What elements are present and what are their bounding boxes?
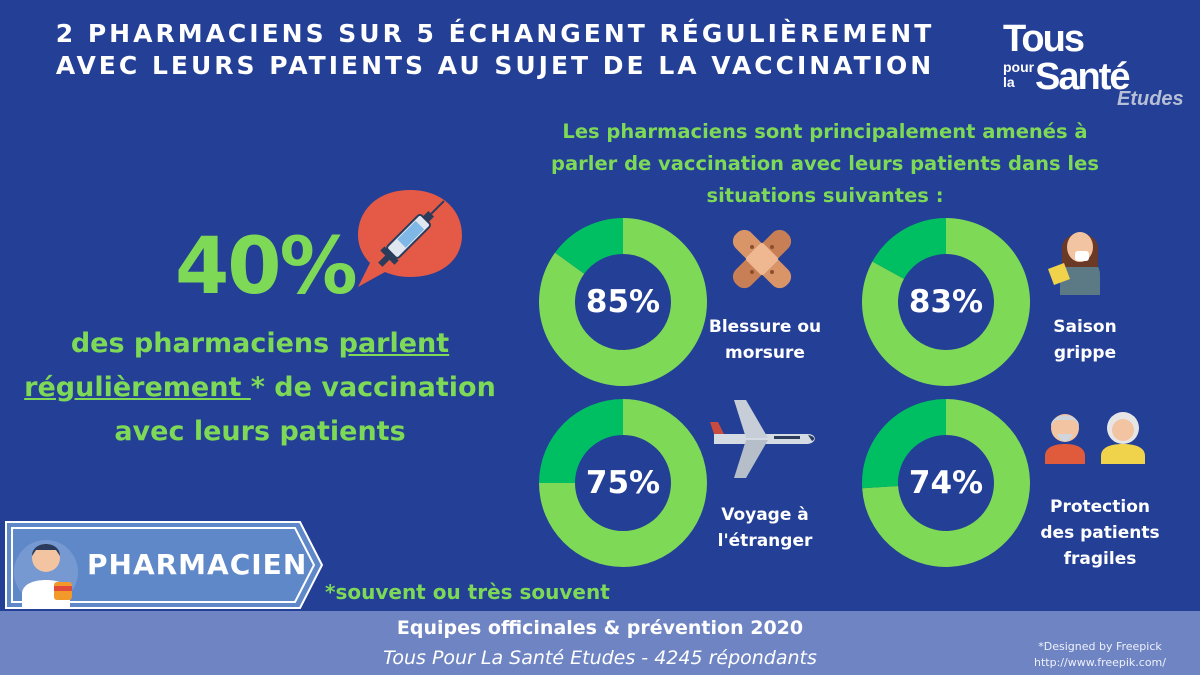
main-stat-percent: 40%	[175, 222, 358, 312]
logo-pour-la: pour la	[1003, 59, 1035, 90]
footer-respondents: Tous Pour La Santé Etudes - 4245 réponda…	[383, 647, 817, 669]
footnote: *souvent ou très souvent	[325, 580, 610, 604]
donut-remainder-segment	[539, 399, 623, 483]
donut-filled-segment	[862, 218, 1030, 386]
donut-chart: 75%	[538, 398, 708, 568]
page-title: 2 PHARMACIENS SUR 5 ÉCHANGENT RÉGULIÈREM…	[20, 18, 970, 82]
logo-tous: Tous	[1003, 18, 1085, 60]
footer-survey-title: Equipes officinales & prévention 2020	[396, 617, 804, 639]
donut-filled-segment	[862, 399, 1030, 567]
donut-remainder-segment	[862, 399, 946, 489]
donut-chart: 85%	[538, 217, 708, 387]
donut-remainder-segment	[555, 218, 623, 274]
title-line-1: 2 PHARMACIENS SUR 5 ÉCHANGENT RÉGULIÈREM…	[55, 19, 935, 48]
donut-filled-segment	[539, 218, 707, 386]
donut-chart: 83%	[861, 217, 1031, 387]
title-line-2: AVEC LEURS PATIENTS AU SUJET DE LA VACCI…	[55, 51, 935, 80]
donut-value-label: 85%	[585, 284, 661, 320]
donut-category-label: Protection des patients fragiles	[1040, 497, 1160, 569]
main-stat-description: des pharmaciens parlent régulièrement * …	[24, 328, 496, 447]
donut-svg	[862, 399, 1030, 567]
footer-band: Equipes officinales & prévention 2020 To…	[0, 611, 1200, 675]
donut-filled-segment	[539, 399, 707, 567]
donut-remainder-segment	[872, 218, 946, 279]
image-credit: *Designed by Freepick http://www.freepik…	[1034, 640, 1166, 669]
syringe-speech-bubble-icon	[358, 190, 462, 287]
donut-chart: 74%	[861, 398, 1031, 568]
tous-pour-la-sante-logo: Tous pour la Santé Etudes	[1003, 18, 1193, 118]
sick-person-icon	[1048, 232, 1100, 295]
donut-category-label: Saison grippe	[1053, 317, 1117, 363]
donut-svg	[862, 218, 1030, 386]
elderly-couple-icon	[1045, 412, 1145, 464]
donut-value-label: 83%	[908, 284, 984, 320]
airplane-icon	[710, 400, 815, 478]
donut-category-label: Voyage à l'étranger	[717, 505, 813, 551]
pharmacien-badge	[5, 521, 324, 609]
logo-sante: Santé	[1035, 56, 1130, 98]
bandage-icon	[732, 229, 792, 289]
donut-value-label: 74%	[908, 465, 984, 501]
donut-category-label: Blessure ou morsure	[708, 317, 822, 363]
donut-svg	[539, 399, 707, 567]
donut-svg	[539, 218, 707, 386]
logo-etudes: Etudes	[1117, 88, 1184, 110]
donut-value-label: 75%	[585, 465, 661, 501]
situations-subtitle: Les pharmaciens sont principalement amen…	[551, 120, 1099, 207]
